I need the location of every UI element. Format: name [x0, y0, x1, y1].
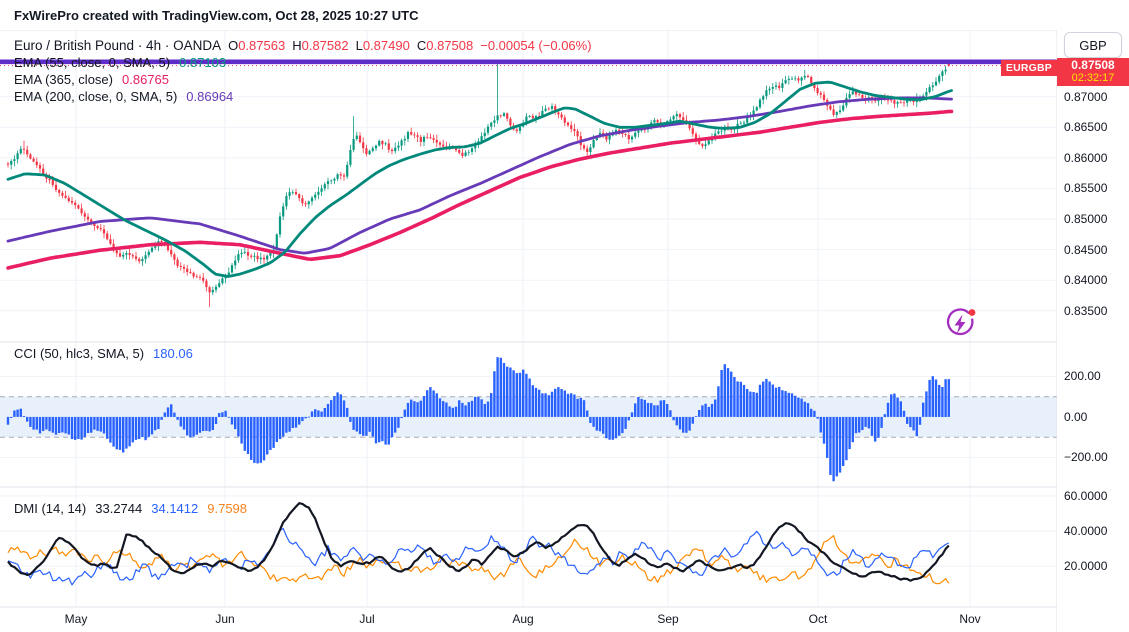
lightning-icon[interactable]	[942, 305, 978, 341]
bar-countdown: 02:32:17	[1071, 72, 1115, 84]
chart-canvas[interactable]	[0, 30, 1129, 632]
month-label: Aug	[512, 612, 534, 626]
price-axis[interactable]: GBP 0.87000 0.86500 0.86000 0.85500 0.85000 0…	[1057, 30, 1129, 632]
currency-gbp-button[interactable]: GBP	[1064, 32, 1122, 58]
ohlc-item: C0.87508	[416, 38, 474, 53]
indicator-legend-ema365[interactable]: EMA (365, close) 0.86765	[14, 71, 592, 88]
symbol-tag: EURGBP	[1000, 59, 1057, 76]
cci-value: 180.06	[153, 346, 193, 361]
ema200-value: 0.86964	[186, 89, 234, 104]
price-tick-label: 0.86000	[1064, 150, 1108, 165]
price-tick-label: 0.84500	[1064, 242, 1108, 257]
indicator-legend-ema55[interactable]: EMA (55, close, 0, SMA, 5) 0.87103	[14, 54, 592, 71]
month-label: Nov	[959, 612, 981, 626]
dmi-adx-value: 33.2744	[95, 501, 143, 516]
ohlc-item: H0.87582	[292, 38, 349, 53]
month-label: Sep	[657, 612, 679, 626]
month-label: Jun	[215, 612, 235, 626]
cci-tick-label: 200.00	[1064, 369, 1101, 384]
price-tick-label: 0.87000	[1064, 89, 1108, 104]
cci-tick-label: −200.00	[1064, 450, 1108, 465]
price-tick-label: 0.83500	[1064, 303, 1108, 318]
header-bar: FxWirePro created with TradingView.com, …	[0, 0, 1129, 30]
ema365-value: 0.86765	[122, 72, 169, 87]
ema200-label: EMA (200, close, 0, SMA, 5)	[14, 89, 178, 104]
ohlc-values: O0.87563 H0.87582 L0.87490 C0.87508	[228, 38, 473, 53]
main-legend: Euro / British Pound · 4h · OANDA O0.875…	[14, 37, 592, 105]
indicator-legend-cci[interactable]: CCI (50, hlc3, SMA, 5) 180.06	[14, 345, 193, 362]
month-label: Jul	[359, 612, 375, 626]
price-tick-label: 0.84000	[1064, 273, 1108, 288]
indicator-legend-ema200[interactable]: EMA (200, close, 0, SMA, 5) 0.86964	[14, 88, 592, 105]
ema55-value: 0.87103	[179, 55, 227, 70]
time-axis[interactable]: May Jun Jul Aug Sep Oct Nov	[0, 607, 1057, 632]
symbol-legend-row[interactable]: Euro / British Pound · 4h · OANDA O0.875…	[14, 37, 592, 54]
month-label: Oct	[808, 612, 828, 626]
dmi-tick-label: 60.0000	[1064, 488, 1108, 503]
dmi-tick-label: 40.0000	[1064, 523, 1108, 538]
dmi-label: DMI (14, 14)	[14, 501, 87, 516]
indicator-legend-dmi[interactable]: DMI (14, 14) 33.2744 34.1412 9.7598	[14, 500, 247, 517]
price-tick-label: 0.85500	[1064, 181, 1108, 196]
price-tick-label: 0.85000	[1064, 212, 1108, 227]
price-change: −0.00054 (−0.06%)	[480, 38, 592, 53]
dmi-tick-label: 20.0000	[1064, 559, 1108, 573]
ohlc-item: L0.87490	[355, 38, 410, 53]
ohlc-item: O0.87563	[228, 38, 286, 53]
price-tick-label: 0.86500	[1064, 120, 1108, 135]
cci-tick-label: 0.00	[1064, 409, 1088, 424]
ema365-label: EMA (365, close)	[14, 72, 113, 87]
last-price-value: 0.87508	[1071, 58, 1115, 72]
chart-area: Euro / British Pound · 4h · OANDA O0.875…	[0, 30, 1129, 632]
dmi-minus-di-value: 9.7598	[207, 501, 248, 516]
cci-label: CCI (50, hlc3, SMA, 5)	[14, 346, 145, 361]
ema55-label: EMA (55, close, 0, SMA, 5)	[14, 55, 171, 70]
month-label: May	[64, 612, 88, 626]
dmi-plus-di-value: 34.1412	[151, 501, 199, 516]
last-price-box: 0.87508 02:32:17	[1057, 58, 1129, 86]
symbol-title[interactable]: Euro / British Pound · 4h · OANDA	[14, 38, 222, 53]
header-caption: FxWirePro created with TradingView.com, …	[14, 8, 419, 23]
